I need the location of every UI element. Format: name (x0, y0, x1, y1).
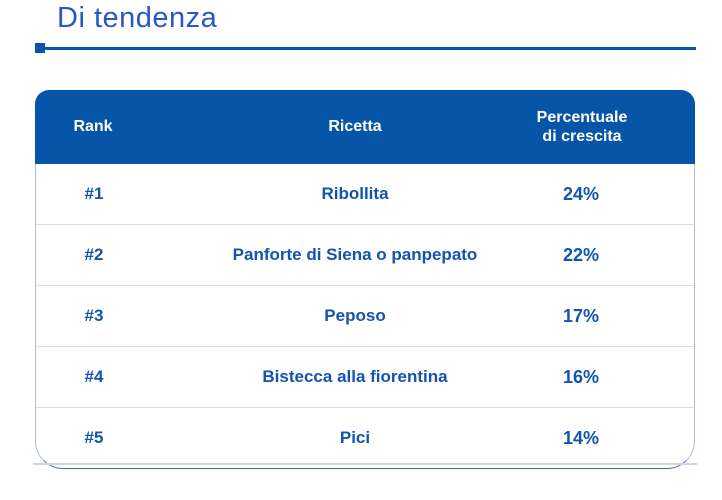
column-header-ricetta: Ricetta (328, 118, 382, 136)
table-row: #4 Bistecca alla fiorentina 16% (36, 346, 694, 407)
crescita-cell: 22% (562, 244, 600, 265)
table-row: #3 Peposo 17% (36, 285, 694, 346)
rank-cell: #5 (84, 428, 104, 447)
ricetta-cell: Panforte di Siena o panpepato (232, 245, 478, 264)
table-row: #2 Panforte di Siena o panpepato 22% (36, 224, 694, 285)
bottom-divider-line (33, 463, 697, 465)
ricetta-cell: Bistecca alla fiorentina (262, 367, 448, 386)
table-row: #1 Ribollita 24% (36, 164, 694, 224)
page-title: Di tendenza (57, 2, 218, 34)
table-header-row: Rank Ricetta Percentuale di crescita (35, 90, 695, 164)
ricetta-cell: Pici (339, 428, 371, 447)
ricetta-cell: Ribollita (321, 184, 389, 203)
ricetta-cell: Peposo (324, 306, 386, 325)
rank-cell: #4 (84, 367, 104, 386)
crescita-cell: 16% (562, 366, 600, 387)
column-header-rank: Rank (73, 118, 113, 136)
rank-cell: #3 (84, 306, 104, 325)
title-underline-square (35, 43, 45, 53)
column-header-crescita: Percentuale di crescita (536, 108, 628, 145)
rank-cell: #2 (84, 245, 104, 264)
title-underline (41, 47, 696, 50)
crescita-cell: 24% (562, 183, 600, 204)
table-body: #1 Ribollita 24% #2 Panforte di Siena o … (35, 164, 695, 469)
table-row: #5 Pici 14% (36, 407, 694, 468)
trending-recipes-table: Rank Ricetta Percentuale di crescita #1 … (35, 90, 695, 469)
crescita-cell: 14% (562, 427, 600, 448)
rank-cell: #1 (84, 184, 104, 203)
crescita-cell: 17% (562, 305, 600, 326)
